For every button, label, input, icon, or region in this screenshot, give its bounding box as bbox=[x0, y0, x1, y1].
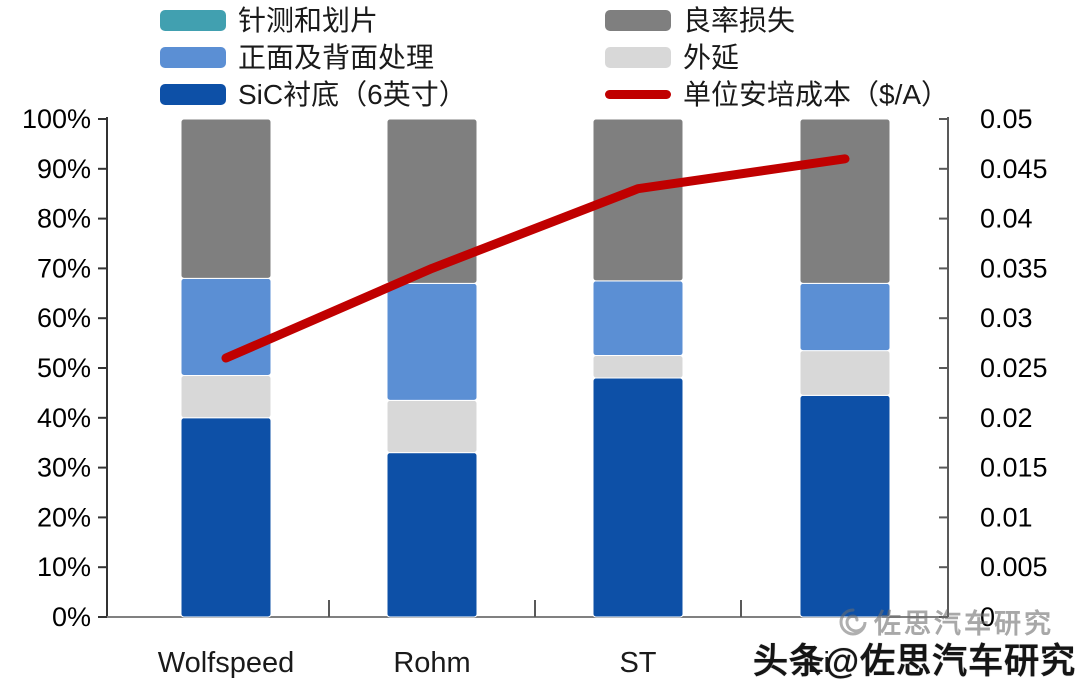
legend-label: 良率损失 bbox=[683, 4, 796, 36]
y-right-tick-label: 0.015 bbox=[980, 453, 1048, 483]
y-left-tick-label: 20% bbox=[37, 502, 91, 532]
y-right-tick-label: 0.025 bbox=[980, 353, 1048, 383]
bar-segment-1-Li bbox=[799, 350, 891, 396]
y-right-tick-label: 0.02 bbox=[980, 403, 1033, 433]
bar-segment-0-Rohm bbox=[386, 452, 478, 618]
legend-color-swatch bbox=[160, 10, 226, 31]
bar-segment-0-Wolfspeed bbox=[180, 417, 272, 618]
y-left-tick-label: 100% bbox=[22, 104, 91, 134]
y-right-tick-label: 0 bbox=[980, 602, 995, 632]
bar-segment-1-Wolfspeed bbox=[180, 374, 272, 419]
x-category-label-Rohm: Rohm bbox=[393, 647, 470, 679]
legend-label: 针测和划片 bbox=[238, 4, 379, 36]
y-right-tick-label: 0.01 bbox=[980, 502, 1033, 532]
legend-item-4: SiC衬底（6英寸） bbox=[160, 78, 605, 110]
x-category-label-Wolfspeed: Wolfspeed bbox=[158, 647, 295, 679]
y-left-tick-label: 90% bbox=[37, 154, 91, 184]
bar-segment-4-Wolfspeed bbox=[180, 118, 272, 279]
chart-legend: 针测和划片 良率损失正面及背面处理 外延 SiC衬底（6英寸） 单位安培成本（$/A） bbox=[160, 2, 1020, 113]
cost-per-amp-line bbox=[221, 154, 850, 363]
y-left-tick-label: 50% bbox=[37, 353, 91, 383]
y-left-tick-label: 30% bbox=[37, 453, 91, 483]
bar-segment-1-Rohm bbox=[386, 399, 478, 454]
y-right-tick-label: 0.045 bbox=[980, 154, 1048, 184]
bar-segment-1-ST bbox=[592, 355, 684, 379]
bar-segment-2-Rohm bbox=[386, 282, 478, 401]
legend-line-swatch bbox=[605, 90, 671, 99]
y-left-tick-label: 80% bbox=[37, 204, 91, 234]
y-left-tick-label: 0% bbox=[52, 602, 91, 632]
watermark-dark: 头条@佐思汽车研究 bbox=[753, 633, 1076, 684]
y-left-tick-label: 40% bbox=[37, 403, 91, 433]
legend-item-2: 正面及背面处理 bbox=[160, 41, 605, 73]
legend-item-3: 外延 bbox=[605, 41, 1020, 73]
legend-item-0: 针测和划片 bbox=[160, 4, 605, 36]
watermark-dark-text: 头条@佐思汽车研究 bbox=[753, 642, 1077, 681]
bar-segment-0-ST bbox=[592, 377, 684, 618]
legend-color-swatch bbox=[160, 47, 226, 68]
watermark-logo-icon bbox=[839, 608, 867, 635]
legend-label: 外延 bbox=[683, 41, 740, 73]
legend-item-1: 良率损失 bbox=[605, 4, 1020, 36]
legend-item-5: 单位安培成本（$/A） bbox=[605, 78, 1020, 110]
bar-segment-4-ST bbox=[592, 118, 684, 282]
bar-segment-0-Li bbox=[799, 394, 891, 618]
legend-label: 正面及背面处理 bbox=[238, 41, 435, 73]
x-category-label-Li: Li bbox=[807, 647, 830, 679]
x-category-label-ST: ST bbox=[619, 647, 656, 679]
y-right-tick-label: 0.03 bbox=[980, 303, 1033, 333]
bar-segment-2-ST bbox=[592, 280, 684, 357]
bar-segment-2-Li bbox=[799, 282, 891, 352]
y-left-tick-label: 60% bbox=[37, 303, 91, 333]
y-right-tick-label: 0.04 bbox=[980, 204, 1033, 234]
y-right-tick-label: 0.005 bbox=[980, 552, 1048, 582]
y-left-tick-label: 10% bbox=[37, 552, 91, 582]
y-right-tick-label: 0.035 bbox=[980, 253, 1048, 283]
legend-color-swatch bbox=[160, 84, 226, 105]
legend-label: 单位安培成本（$/A） bbox=[683, 78, 950, 110]
y-left-tick-label: 70% bbox=[37, 253, 91, 283]
legend-color-swatch bbox=[605, 47, 671, 68]
legend-label: SiC衬底（6英寸） bbox=[238, 78, 467, 110]
y-right-tick-label: 0.05 bbox=[980, 104, 1033, 134]
watermark-light: 佐思汽车研究 bbox=[838, 602, 1054, 641]
bar-segment-4-Li bbox=[799, 118, 891, 284]
watermark-light-text: 佐思汽车研究 bbox=[874, 609, 1054, 639]
bar-segment-4-Rohm bbox=[386, 118, 478, 284]
legend-color-swatch bbox=[605, 10, 671, 31]
